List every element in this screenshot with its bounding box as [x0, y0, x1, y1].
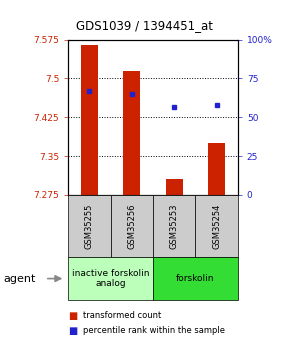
Text: GSM35253: GSM35253: [170, 203, 179, 249]
Text: GSM35254: GSM35254: [212, 203, 221, 249]
Text: GDS1039 / 1394451_at: GDS1039 / 1394451_at: [77, 19, 213, 32]
Bar: [123, 71, 140, 195]
Bar: [166, 179, 183, 195]
Text: forskolin: forskolin: [176, 274, 215, 283]
Text: ■: ■: [68, 326, 77, 335]
Text: GSM35255: GSM35255: [85, 203, 94, 249]
Text: GSM35256: GSM35256: [127, 203, 136, 249]
Text: agent: agent: [3, 274, 35, 284]
Bar: [208, 143, 225, 195]
Text: inactive forskolin
analog: inactive forskolin analog: [72, 269, 149, 288]
Text: ■: ■: [68, 311, 77, 321]
Bar: [81, 45, 98, 195]
Text: transformed count: transformed count: [83, 311, 161, 320]
Text: percentile rank within the sample: percentile rank within the sample: [83, 326, 225, 335]
